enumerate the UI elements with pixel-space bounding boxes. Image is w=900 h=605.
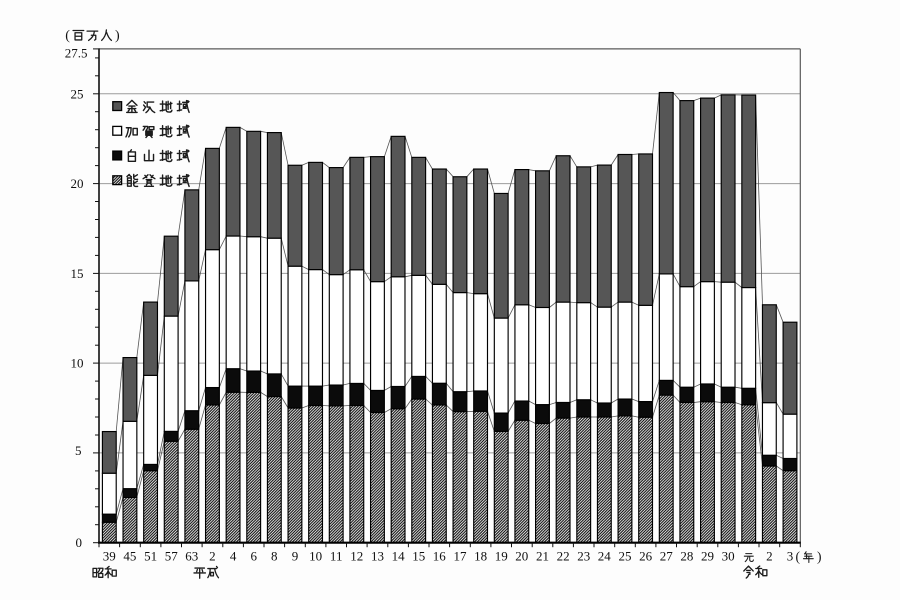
svg-text:39: 39 xyxy=(103,549,116,564)
svg-text:17: 17 xyxy=(454,549,468,564)
svg-text:27.5: 27.5 xyxy=(65,46,88,61)
svg-text:24: 24 xyxy=(598,549,612,564)
svg-text:14: 14 xyxy=(392,549,406,564)
svg-text:25: 25 xyxy=(619,549,632,564)
svg-text:22: 22 xyxy=(557,549,570,564)
svg-text:2: 2 xyxy=(209,549,216,564)
svg-text:20: 20 xyxy=(71,176,84,191)
svg-text:13: 13 xyxy=(371,549,384,564)
svg-text:45: 45 xyxy=(123,549,136,564)
svg-text:30: 30 xyxy=(722,549,735,564)
svg-text:11: 11 xyxy=(330,549,343,564)
svg-text:): ) xyxy=(817,549,822,564)
svg-text:19: 19 xyxy=(495,549,508,564)
svg-text:51: 51 xyxy=(144,549,157,564)
svg-text:0: 0 xyxy=(76,535,83,550)
svg-text:21: 21 xyxy=(536,549,549,564)
svg-text:28: 28 xyxy=(680,549,693,564)
svg-text:18: 18 xyxy=(474,549,487,564)
svg-text:16: 16 xyxy=(433,549,447,564)
svg-text:(: ( xyxy=(65,29,70,44)
svg-text:3: 3 xyxy=(787,549,794,564)
svg-text:27: 27 xyxy=(660,549,674,564)
svg-text:8: 8 xyxy=(271,549,278,564)
svg-text:29: 29 xyxy=(701,549,714,564)
svg-text:9: 9 xyxy=(292,549,299,564)
svg-text:26: 26 xyxy=(639,549,653,564)
svg-text:10: 10 xyxy=(309,549,322,564)
svg-text:5: 5 xyxy=(75,443,82,458)
svg-text:2: 2 xyxy=(766,549,773,564)
svg-text:63: 63 xyxy=(185,549,198,564)
svg-text:10: 10 xyxy=(71,356,84,371)
svg-text:4: 4 xyxy=(230,549,237,564)
svg-text:): ) xyxy=(115,29,120,44)
svg-text:12: 12 xyxy=(350,549,363,564)
svg-text:(: ( xyxy=(796,549,801,564)
svg-text:57: 57 xyxy=(165,549,179,564)
svg-text:15: 15 xyxy=(71,266,84,281)
svg-text:15: 15 xyxy=(412,549,425,564)
svg-text:6: 6 xyxy=(250,549,257,564)
svg-text:25: 25 xyxy=(71,86,84,101)
svg-text:20: 20 xyxy=(515,549,528,564)
svg-text:23: 23 xyxy=(577,549,590,564)
